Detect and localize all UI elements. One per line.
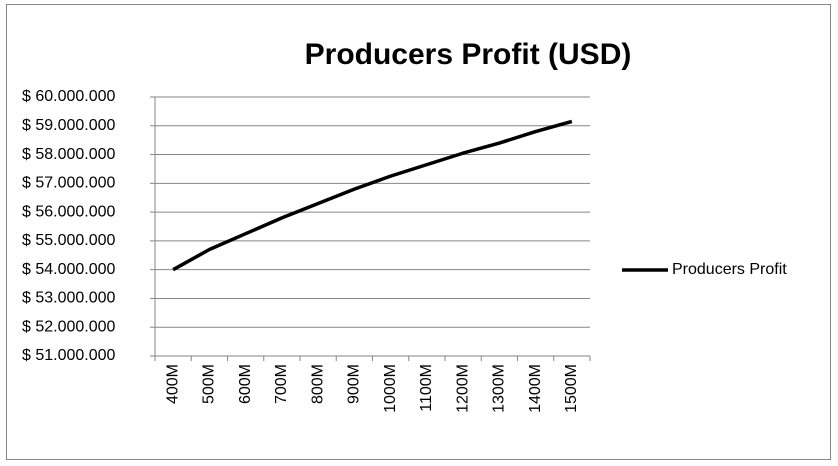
chart-frame [6, 4, 831, 460]
x-tick-label: 600M [237, 364, 254, 404]
y-tick-label: $ 60.000.000 [22, 88, 116, 105]
y-tick-label: $ 58.000.000 [22, 146, 116, 163]
x-tick-label: 1000M [382, 364, 399, 413]
line-series [172, 119, 573, 272]
y-tick-label: $ 54.000.000 [22, 261, 116, 278]
chart-title: Producers Profit (USD) [305, 38, 632, 71]
y-tick-label: $ 51.000.000 [22, 347, 116, 364]
y-tick-label: $ 53.000.000 [22, 290, 116, 307]
y-tick-label: $ 57.000.000 [22, 175, 116, 192]
y-tick-label: $ 59.000.000 [22, 117, 116, 134]
y-tick-label: $ 56.000.000 [22, 203, 116, 220]
x-tick-label: 1500M [563, 364, 580, 413]
y-tick-label: $ 52.000.000 [22, 318, 116, 335]
y-tick-label: $ 55.000.000 [22, 232, 116, 249]
x-tick-label: 900M [346, 364, 363, 404]
x-tick-label: 1300M [491, 364, 508, 413]
x-tick-label: 400M [164, 364, 181, 404]
x-tick-label: 500M [201, 364, 218, 404]
x-tick-label: 700M [273, 364, 290, 404]
x-tick-label: 1100M [418, 364, 435, 412]
x-tick-label: 1200M [454, 364, 471, 413]
legend-label: Producers Profit [672, 261, 787, 278]
x-tick-label: 1400M [527, 364, 544, 413]
x-tick-label: 800M [309, 364, 326, 404]
